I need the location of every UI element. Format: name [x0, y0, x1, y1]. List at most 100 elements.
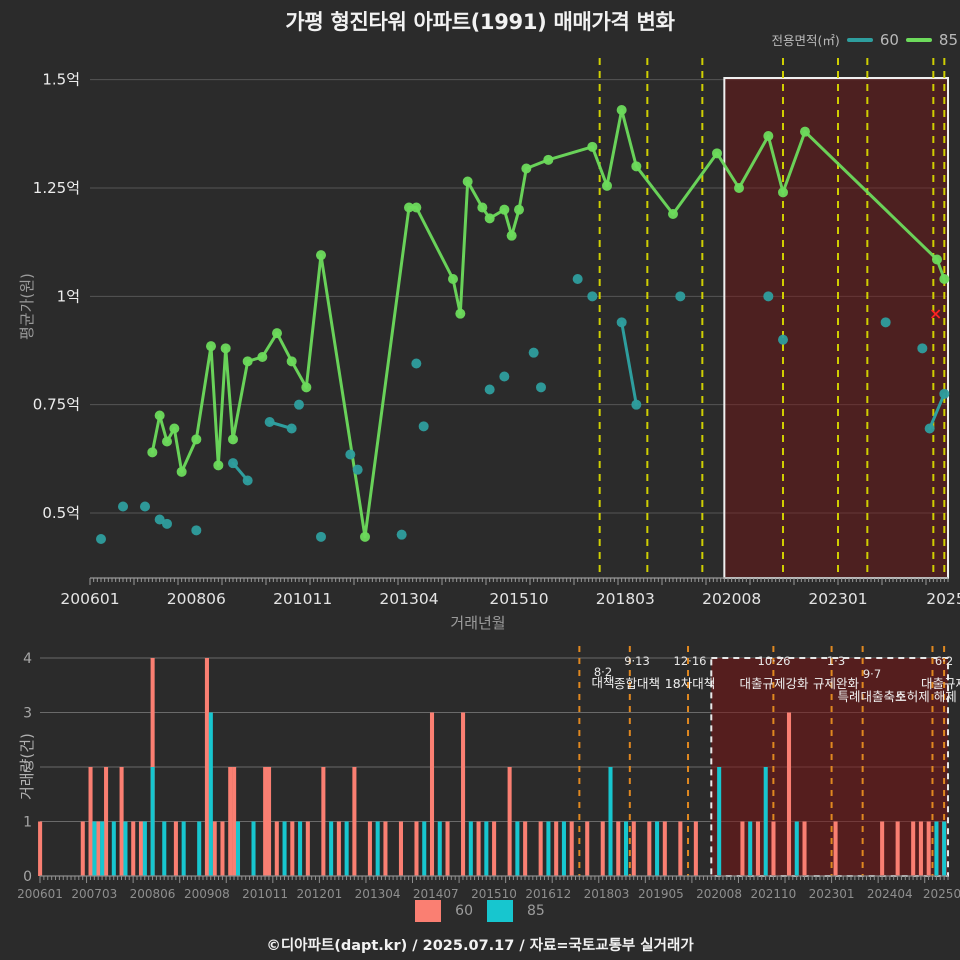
bottom-legend: 60 85 — [0, 900, 960, 922]
volume-bar-85 — [546, 821, 551, 876]
price-point-85 — [162, 436, 172, 447]
policy-date-label: 6·2 — [935, 654, 953, 668]
volume-bar-60 — [398, 821, 403, 876]
price-point-85 — [228, 434, 238, 445]
volume-x-tick: 201803 — [584, 887, 630, 901]
volume-bar-85 — [251, 821, 256, 876]
volume-bar-60 — [523, 821, 528, 876]
volume-bar-85 — [515, 821, 520, 876]
price-point-60 — [154, 514, 165, 525]
volume-bar-85 — [794, 821, 799, 876]
price-point-60 — [587, 291, 598, 302]
price-point-60 — [96, 534, 106, 544]
volume-bar-60 — [693, 821, 698, 876]
price-point-85 — [763, 131, 774, 141]
policy-date-label: 12·16 — [674, 654, 707, 668]
volume-bar-60 — [104, 767, 109, 876]
volume-bar-85 — [942, 821, 947, 876]
price-point-85 — [668, 209, 678, 219]
volume-x-tick: 202301 — [809, 887, 855, 901]
price-point-85 — [176, 466, 187, 477]
price-point-60 — [191, 525, 202, 536]
price-x-tick: 2025 — [926, 590, 960, 608]
price-point-85 — [257, 352, 268, 362]
volume-bar-85 — [484, 821, 489, 876]
volume-bar-60 — [429, 712, 435, 876]
policy-name-label: 특례대출축소 — [837, 689, 906, 704]
price-point-60 — [316, 531, 326, 542]
bottom-legend-item-60[interactable]: 60 — [455, 903, 473, 919]
volume-bar-60 — [445, 821, 450, 876]
volume-bar-85 — [100, 821, 105, 876]
volume-bar-60 — [476, 821, 481, 876]
volume-bar-60 — [383, 821, 388, 876]
volume-x-tick: 201905 — [638, 887, 684, 901]
volume-bar-85 — [298, 821, 303, 876]
volume-y-tick: 4 — [23, 651, 32, 667]
price-point-60 — [352, 464, 363, 475]
volume-bar-60 — [538, 821, 543, 876]
volume-bar-60 — [267, 767, 272, 876]
volume-bar-60 — [616, 821, 621, 876]
price-point-60 — [484, 384, 495, 395]
price-point-85 — [206, 341, 216, 352]
volume-bar-60 — [771, 821, 776, 876]
volume-bar-60 — [220, 821, 225, 876]
price-point-60 — [294, 399, 304, 410]
volume-bar-60 — [138, 821, 144, 876]
volume-x-tick: 201510 — [471, 887, 517, 901]
volume-bar-85 — [468, 821, 473, 876]
price-point-60 — [763, 291, 774, 302]
bottom-legend-item-85[interactable]: 85 — [527, 903, 545, 919]
volume-bar-85 — [329, 821, 334, 876]
price-point-85 — [631, 161, 642, 172]
policy-name-label: 규제완화 — [813, 676, 860, 691]
volume-bar-60 — [585, 821, 590, 876]
price-y-tick: 0.75억 — [33, 396, 80, 414]
volume-bar-85 — [608, 767, 613, 876]
price-point-85 — [404, 202, 414, 213]
price-point-85 — [220, 343, 231, 354]
price-point-85 — [602, 180, 612, 191]
price-point-60 — [536, 382, 546, 393]
volume-bar-85 — [748, 821, 753, 876]
volume-bar-85 — [111, 821, 116, 876]
volume-bar-60 — [173, 821, 178, 876]
price-x-axis-title: 거래년월 — [450, 614, 506, 632]
policy-date-label: 10·26 — [758, 654, 791, 668]
volume-x-tick: 201304 — [355, 887, 401, 901]
policy-date-label: 8·2 — [594, 665, 612, 679]
volume-bar-85 — [150, 767, 155, 876]
price-point-85 — [191, 434, 202, 445]
price-x-tick: 201011 — [273, 590, 332, 608]
volume-bar-60 — [204, 658, 209, 876]
volume-y-tick: 2 — [23, 760, 32, 776]
policy-name-label: 대출규제 — [921, 676, 960, 691]
policy-name-label: 토허제 해제 — [895, 689, 956, 704]
top-legend: 전용면적(㎡) 60 85 — [772, 30, 958, 49]
price-x-tick: 202301 — [808, 590, 867, 608]
price-y-tick: 1억 — [57, 287, 80, 305]
price-point-85 — [154, 410, 165, 421]
volume-bar-85 — [197, 821, 202, 876]
volume-bar-60 — [96, 821, 101, 876]
price-point-85 — [506, 230, 517, 241]
price-x-marker — [931, 309, 941, 319]
top-legend-item-60[interactable]: 60 — [879, 30, 899, 49]
volume-bar-85 — [142, 821, 147, 876]
policy-date-label: 9·7 — [863, 667, 881, 681]
price-x-tick: 201510 — [489, 590, 548, 608]
price-point-85 — [521, 163, 532, 174]
volume-bar-60 — [895, 821, 900, 876]
volume-bar-60 — [918, 821, 923, 876]
top-legend-item-85[interactable]: 85 — [938, 30, 958, 49]
price-point-85 — [242, 356, 253, 367]
volume-bar-85 — [282, 821, 287, 876]
volume-bar-85 — [422, 821, 427, 876]
volume-bar-85 — [934, 821, 939, 876]
price-point-85 — [360, 531, 370, 542]
volume-x-tick: 201612 — [525, 887, 571, 901]
price-point-85 — [272, 328, 282, 339]
